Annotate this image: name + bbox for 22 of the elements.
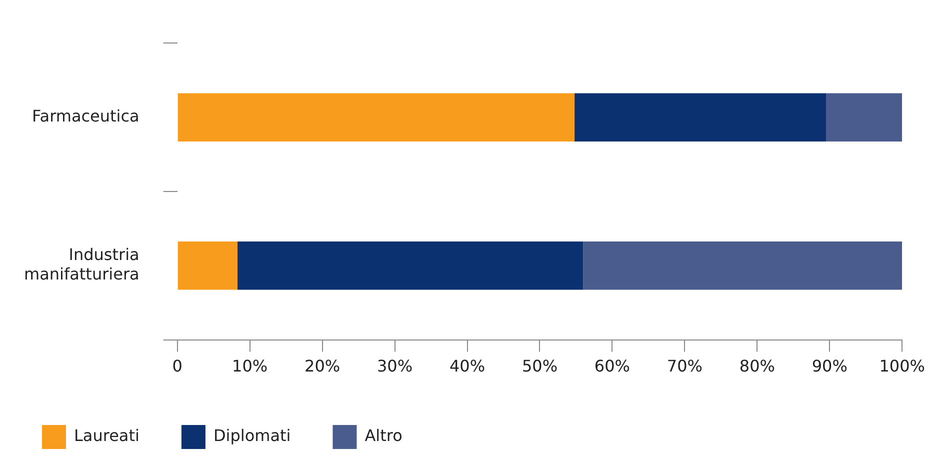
x-tick-label: 100% <box>879 356 926 376</box>
legend-label: Altro <box>364 426 402 446</box>
x-tick-label: 60% <box>594 356 630 376</box>
bar <box>178 93 575 142</box>
x-tick-label: 30% <box>377 356 413 376</box>
x-tick-label: 10% <box>232 356 268 376</box>
bar <box>826 93 902 142</box>
x-tick-label: 0 <box>172 356 182 376</box>
y-tick-label: Industria manifatturiera <box>24 245 140 284</box>
x-tick-label: 20% <box>304 356 340 376</box>
x-tick-label: 90% <box>812 356 848 376</box>
legend-label: Diplomati <box>213 426 291 446</box>
bar <box>178 242 238 290</box>
y-tick-label: Farmaceutica <box>32 106 140 126</box>
bar <box>574 93 826 142</box>
bar <box>583 242 902 290</box>
x-tick-label: 40% <box>449 356 486 376</box>
legend-label: Laureati <box>74 426 140 446</box>
x-tick-label: 50% <box>522 356 558 376</box>
bar <box>238 242 584 290</box>
x-tick-label: 70% <box>666 356 702 376</box>
x-tick-label: 80% <box>739 356 775 376</box>
